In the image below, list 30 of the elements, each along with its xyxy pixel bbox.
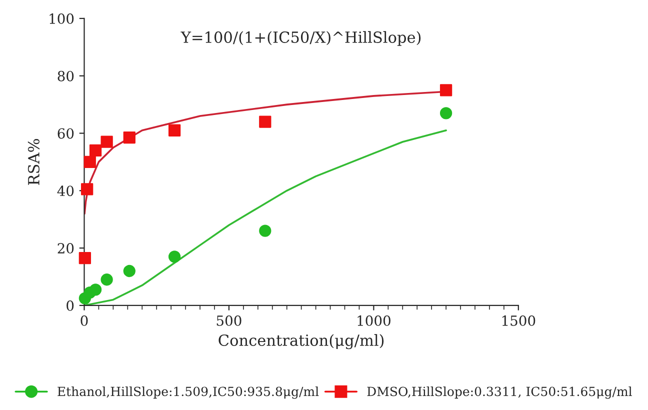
- point: [100, 274, 113, 286]
- point: [259, 116, 272, 128]
- legend-label: Ethanol,HillSlope:1.509,IC50:935.8μg/ml: [58, 386, 319, 399]
- point: [440, 84, 452, 96]
- y-axis-title: RSA%: [28, 139, 40, 185]
- point: [168, 124, 181, 136]
- y-tick-label: 80: [58, 70, 74, 82]
- point: [123, 264, 136, 278]
- point: [84, 156, 96, 168]
- text: Y=100/(1+(IC50/X)^HillSlope): [180, 31, 421, 46]
- x-tick-label: 0: [80, 315, 88, 326]
- x-axis-title: Concentration(μg/ml): [218, 334, 384, 350]
- point: [123, 131, 136, 144]
- y-tick-label: 40: [57, 186, 74, 196]
- point: [78, 252, 92, 264]
- point: [89, 284, 102, 296]
- x-tick-label: 1000: [358, 315, 390, 326]
- x-tick-label: 500: [216, 315, 242, 326]
- point: [259, 224, 272, 237]
- x-tick-label: 1500: [502, 315, 536, 326]
- y-tick-label: 100: [50, 13, 74, 24]
- point: [440, 107, 452, 120]
- y-tick-label: 60: [58, 128, 74, 139]
- point: [81, 183, 94, 196]
- legend-label: DMSO,HillSlope:0.3311, IC50:51.65μg/ml: [367, 386, 632, 399]
- point: [168, 250, 181, 263]
- y-tick-label: 0: [66, 300, 74, 311]
- y-tick-label: 20: [58, 243, 74, 254]
- point: [89, 144, 102, 157]
- point: [100, 136, 113, 148]
